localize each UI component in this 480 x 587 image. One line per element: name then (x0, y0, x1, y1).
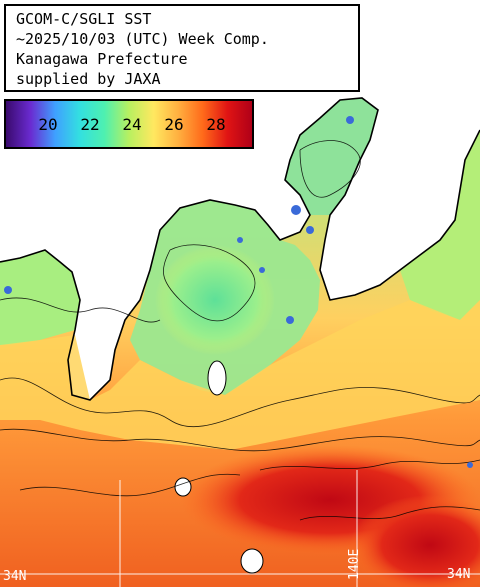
colorbar-tick-20: 20 (38, 115, 58, 134)
title-credit: supplied by JAXA (16, 70, 161, 88)
title-sensor: GCOM-C/SGLI SST (16, 10, 152, 28)
colorbar-tick-26: 26 (164, 115, 184, 134)
island-south (240, 548, 264, 574)
lat-label-right: 34N (447, 567, 471, 582)
colorbar-tick-28: 28 (206, 115, 226, 134)
cool-water-bay-2 (155, 245, 275, 355)
graticule (0, 470, 480, 587)
lat-label-left: 34N (3, 569, 27, 584)
sst-colorbar: 20 22 24 26 28 (4, 99, 254, 149)
title-date: ~2025/10/03 (UTC) Week Comp. (16, 30, 269, 48)
lon-label: 140E (347, 548, 362, 580)
coastline (0, 97, 480, 401)
cool-water-west (0, 250, 80, 345)
isotherm-contours (0, 140, 480, 521)
cold-spots (4, 116, 473, 468)
colorbar-tick-24: 24 (122, 115, 142, 134)
colorbar-gradient (6, 101, 252, 147)
title-region: Kanagawa Prefecture (16, 50, 188, 68)
cool-water-east (400, 130, 480, 320)
island-large (207, 360, 227, 396)
island-small (174, 477, 192, 497)
colorbar-tick-22: 22 (80, 115, 100, 134)
cool-water-north (285, 98, 378, 215)
title-box: GCOM-C/SGLI SST ~2025/10/03 (UTC) Week C… (4, 4, 360, 92)
